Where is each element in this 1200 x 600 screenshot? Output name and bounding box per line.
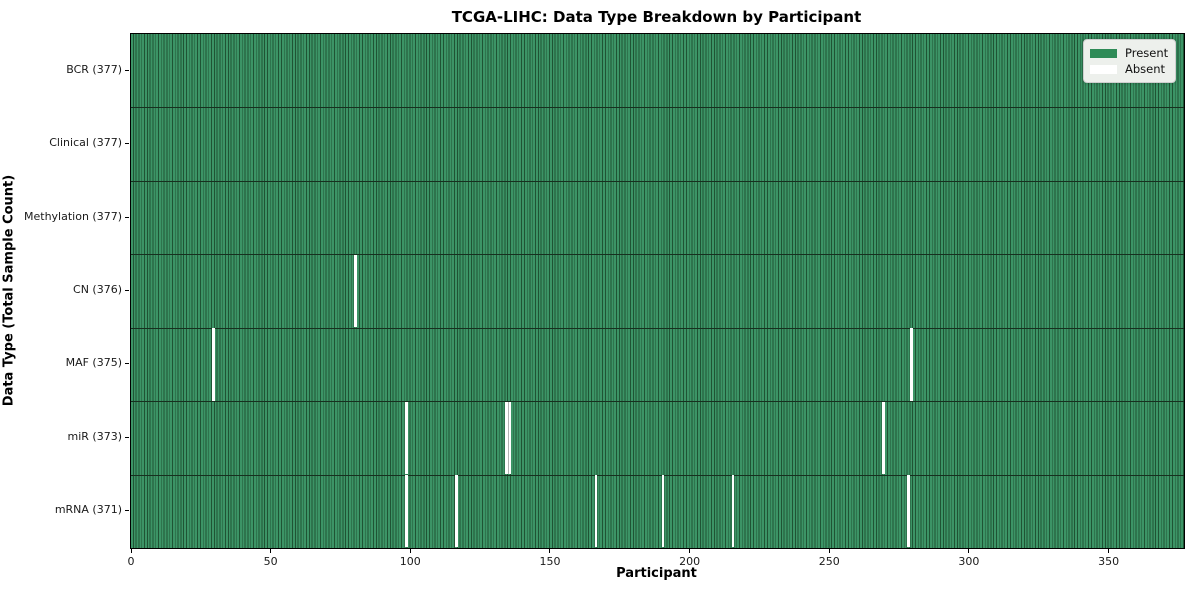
- ytick-mark: [125, 510, 129, 512]
- ytick-mark: [125, 216, 129, 218]
- xtick-mark: [409, 549, 411, 553]
- absent-cell-mRNA-215: [731, 475, 735, 548]
- x-axis-title: Participant: [616, 566, 697, 581]
- ytick-label-Clinical: Clinical (377): [49, 136, 122, 150]
- absent-cell-mRNA-190: [661, 475, 665, 548]
- ytick-label-MAF: MAF (375): [65, 356, 122, 370]
- absent-cell-miR-269: [882, 401, 886, 474]
- row-separator: [131, 254, 1184, 256]
- absent-cell-miR-98: [404, 401, 408, 474]
- ytick-mark: [125, 436, 129, 438]
- legend-present-label: Present: [1125, 46, 1169, 60]
- xtick-mark: [130, 549, 132, 553]
- ytick-label-miR: miR (373): [67, 429, 123, 443]
- legend-absent-swatch: [1090, 64, 1117, 74]
- ytick-mark: [125, 143, 129, 145]
- xtick-label-100: 100: [399, 555, 421, 568]
- heatmap-plot-area: [130, 33, 1185, 549]
- row-separator: [131, 180, 1184, 182]
- xtick-mark: [828, 549, 830, 553]
- legend: Present Absent: [1083, 39, 1176, 83]
- absent-cell-MAF-29: [212, 328, 215, 401]
- xtick-mark: [549, 549, 551, 553]
- absent-cell-miR-135: [508, 401, 511, 474]
- xtick-mark: [689, 549, 691, 553]
- legend-absent-label: Absent: [1125, 62, 1166, 76]
- ytick-label-BCR: BCR (377): [66, 62, 122, 76]
- xtick-mark: [968, 549, 970, 553]
- row-separator: [131, 401, 1184, 403]
- xtick-label-150: 150: [539, 555, 561, 568]
- xtick-label-50: 50: [263, 555, 278, 568]
- ytick-mark: [125, 69, 129, 71]
- absent-cell-mRNA-116: [455, 475, 458, 548]
- y-axis-title: Data Type (Total Sample Count): [1, 174, 17, 407]
- legend-present-swatch: [1090, 48, 1117, 58]
- xtick-label-300: 300: [958, 555, 980, 568]
- ytick-label-mRNA: mRNA (371): [54, 503, 122, 517]
- ytick-mark: [125, 290, 129, 291]
- row-separator: [131, 327, 1184, 329]
- absent-cell-mRNA-166: [594, 475, 598, 548]
- row-separator: [131, 474, 1184, 476]
- ytick-label-CN: CN (376): [73, 283, 122, 296]
- row-separator: [131, 107, 1184, 109]
- xtick-label-350: 350: [1098, 555, 1120, 568]
- ytick-label-Methylation: Methylation (377): [24, 209, 122, 223]
- legend-entry-absent: Absent: [1090, 61, 1168, 77]
- absent-cell-MAF-279: [910, 328, 914, 401]
- absent-cell-CN-80: [354, 254, 358, 328]
- xtick-label-0: 0: [127, 555, 135, 568]
- legend-entry-present: Present: [1090, 45, 1168, 61]
- ytick-mark: [125, 363, 129, 365]
- xtick-mark: [270, 549, 272, 553]
- chart-title: TCGA-LIHC: Data Type Breakdown by Partic…: [451, 8, 862, 26]
- xtick-label-250: 250: [818, 555, 840, 568]
- xtick-label-200: 200: [679, 555, 701, 568]
- xtick-mark: [1108, 549, 1110, 553]
- absent-cell-mRNA-278: [907, 475, 911, 548]
- absent-cell-mRNA-98: [404, 475, 408, 548]
- absent-cell-miR-134: [505, 401, 509, 474]
